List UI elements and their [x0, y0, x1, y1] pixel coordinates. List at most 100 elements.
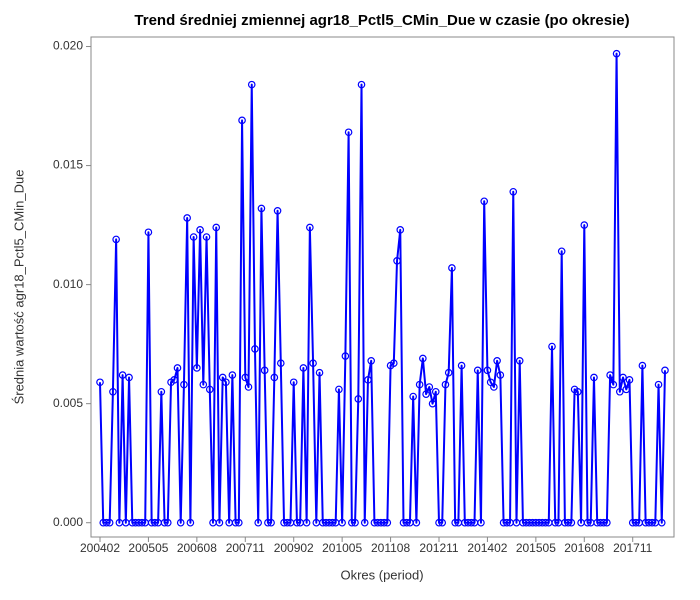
data-point: [328, 518, 337, 527]
x-tick-label: 201608: [564, 541, 604, 555]
data-point: [380, 518, 388, 527]
data-point: [389, 359, 398, 367]
data-point: [270, 373, 279, 382]
data-point: [348, 518, 356, 527]
data-point: [293, 518, 301, 527]
data-point: [264, 518, 272, 527]
data-point: [222, 378, 230, 387]
data-point: [247, 80, 256, 89]
data-point: [180, 380, 188, 389]
data-point: [425, 383, 434, 391]
data-point: [515, 357, 524, 365]
y-tick-label: 0.005: [53, 396, 83, 410]
data-point: [254, 518, 263, 527]
data-point: [367, 357, 376, 365]
data-point: [354, 395, 363, 403]
data-point: [431, 387, 440, 396]
data-point: [244, 383, 253, 391]
y-tick-label: 0.010: [53, 277, 83, 291]
data-point: [196, 226, 204, 234]
data-point: [205, 385, 214, 394]
data-point: [193, 364, 201, 372]
data-point: [473, 366, 482, 375]
data-point: [603, 518, 611, 527]
data-point: [393, 257, 401, 265]
data-point: [283, 518, 292, 527]
data-point: [235, 518, 243, 527]
data-point: [599, 518, 608, 527]
data-point: [309, 359, 317, 367]
data-point: [160, 518, 169, 527]
data-point: [412, 518, 421, 527]
data-point: [341, 352, 350, 360]
data-point: [186, 518, 195, 527]
y-tick-label: 0.000: [53, 515, 83, 529]
data-point: [583, 518, 592, 527]
data-point: [625, 376, 634, 384]
x-tick-label: 201108: [371, 541, 410, 555]
data-point: [654, 380, 663, 389]
data-point: [267, 518, 275, 527]
data-point: [448, 264, 456, 272]
data-point: [344, 128, 353, 137]
data-point: [619, 373, 627, 382]
data-point: [383, 518, 392, 527]
data-point: [557, 247, 566, 256]
data-point: [496, 371, 505, 379]
data-point: [661, 366, 669, 375]
data-point: [467, 518, 476, 527]
data-point: [564, 518, 572, 527]
x-tick-label: 201402: [467, 541, 507, 555]
data-point: [109, 387, 117, 396]
x-tick-label: 201211: [419, 541, 458, 555]
data-point: [257, 204, 266, 213]
data-point: [483, 366, 492, 375]
x-tick-label: 200505: [128, 541, 168, 555]
data-point: [183, 214, 191, 222]
data-point: [490, 383, 498, 391]
plot-frame: [90, 36, 675, 538]
data-point: [273, 207, 282, 215]
data-point: [402, 518, 411, 527]
data-point: [118, 371, 127, 379]
data-point: [567, 518, 576, 527]
data-point: [228, 371, 237, 379]
data-point: [241, 373, 250, 382]
data-point: [231, 518, 240, 527]
data-point: [315, 368, 324, 377]
data-point: [606, 371, 614, 379]
data-point: [551, 518, 560, 527]
data-point: [112, 235, 120, 244]
data-point: [199, 380, 208, 389]
data-point: [548, 342, 556, 351]
y-axis-label: Średnia wartość agr18_Pctl5_CMin_Due: [11, 170, 26, 405]
data-point: [438, 518, 447, 527]
data-point: [638, 361, 647, 370]
data-point: [441, 380, 450, 389]
y-tick-label: 0.020: [53, 39, 83, 53]
data-point: [648, 518, 656, 527]
data-point: [580, 221, 589, 229]
data-point: [609, 380, 618, 389]
x-axis-label: Okres (period): [340, 567, 423, 582]
data-point: [360, 518, 369, 527]
data-point: [574, 387, 582, 396]
data-point: [215, 518, 224, 527]
data-point: [144, 228, 153, 237]
data-point: [615, 387, 624, 396]
data-point: [151, 518, 159, 527]
data-point: [338, 518, 346, 527]
data-point: [105, 518, 114, 527]
data-point: [102, 518, 111, 527]
data-point: [260, 366, 269, 375]
data-point: [477, 518, 485, 527]
data-point: [657, 518, 666, 527]
chart-title: Trend średniej zmiennej agr18_Pctl5_CMin…: [134, 12, 629, 29]
data-point: [357, 80, 366, 89]
data-point: [364, 376, 372, 384]
data-point: [632, 518, 640, 527]
data-point: [428, 399, 437, 408]
data-point: [351, 518, 359, 527]
data-point: [189, 233, 198, 241]
data-point: [251, 345, 259, 353]
